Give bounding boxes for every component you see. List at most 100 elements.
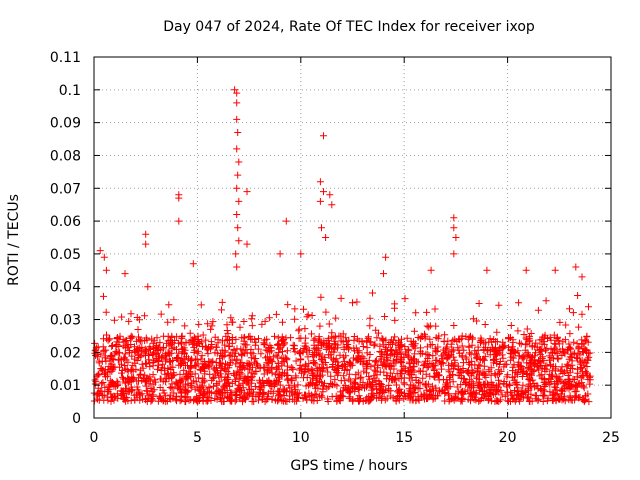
data-point bbox=[501, 392, 509, 400]
data-point bbox=[216, 393, 224, 401]
data-point bbox=[125, 317, 133, 325]
data-point bbox=[217, 359, 224, 367]
data-point bbox=[564, 379, 572, 387]
data-point bbox=[424, 355, 432, 362]
data-point bbox=[125, 375, 133, 383]
data-point bbox=[432, 384, 440, 392]
data-point bbox=[450, 396, 458, 404]
data-point bbox=[583, 349, 591, 357]
data-point bbox=[391, 376, 399, 384]
data-point bbox=[432, 322, 440, 330]
data-point bbox=[340, 372, 348, 380]
data-point bbox=[400, 395, 408, 403]
data-point-peak bbox=[233, 145, 241, 153]
data-point bbox=[238, 334, 246, 342]
data-point bbox=[133, 383, 141, 391]
data-point bbox=[198, 338, 206, 346]
data-point bbox=[141, 371, 149, 379]
data-point bbox=[373, 385, 380, 393]
data-point bbox=[442, 348, 450, 356]
data-point bbox=[525, 397, 533, 405]
data-point bbox=[391, 316, 399, 324]
data-point bbox=[291, 397, 299, 405]
data-point bbox=[203, 397, 211, 405]
data-point bbox=[112, 348, 120, 356]
data-point-peak bbox=[427, 266, 435, 274]
data-point bbox=[122, 337, 130, 345]
data-point bbox=[369, 289, 376, 297]
data-point bbox=[178, 348, 186, 356]
data-point bbox=[574, 369, 582, 377]
data-point bbox=[371, 340, 379, 348]
data-point bbox=[108, 342, 116, 350]
data-point bbox=[121, 350, 129, 358]
data-point bbox=[584, 390, 592, 398]
data-point bbox=[248, 322, 256, 330]
data-point bbox=[91, 339, 99, 347]
data-point bbox=[381, 362, 389, 370]
data-point bbox=[329, 381, 337, 389]
data-point bbox=[160, 332, 168, 340]
data-point bbox=[351, 378, 359, 386]
x-tick-label: 20 bbox=[499, 430, 517, 446]
y-tick-label: 0.06 bbox=[50, 214, 81, 230]
data-point bbox=[271, 332, 278, 340]
data-point bbox=[304, 353, 312, 361]
data-point bbox=[542, 297, 550, 305]
data-point bbox=[144, 394, 152, 402]
data-point bbox=[514, 361, 522, 369]
data-point bbox=[272, 310, 280, 318]
data-point bbox=[561, 397, 569, 405]
data-point bbox=[580, 384, 588, 392]
data-point bbox=[114, 394, 122, 402]
data-point bbox=[393, 348, 401, 356]
data-point bbox=[481, 390, 488, 398]
data-point bbox=[246, 365, 254, 373]
data-point bbox=[555, 340, 563, 348]
data-point bbox=[324, 336, 332, 344]
data-point-peak bbox=[235, 158, 243, 166]
data-point bbox=[156, 339, 164, 347]
data-point bbox=[386, 339, 394, 346]
data-point bbox=[233, 355, 241, 363]
data-point bbox=[265, 367, 273, 375]
data-point bbox=[441, 349, 449, 357]
data-point bbox=[451, 356, 459, 364]
data-point bbox=[423, 395, 430, 403]
data-point bbox=[205, 384, 213, 392]
data-point bbox=[567, 350, 575, 358]
data-point bbox=[370, 372, 378, 380]
data-point bbox=[198, 379, 206, 387]
data-point bbox=[391, 333, 399, 341]
data-point bbox=[359, 397, 367, 405]
data-point bbox=[373, 371, 381, 379]
data-point bbox=[237, 363, 245, 371]
data-point bbox=[185, 396, 193, 404]
y-tick-label: 0.09 bbox=[50, 116, 81, 132]
data-point bbox=[460, 375, 468, 383]
data-point bbox=[274, 359, 282, 367]
data-point bbox=[505, 334, 512, 342]
data-point bbox=[467, 350, 475, 358]
data-point bbox=[541, 381, 549, 389]
data-point bbox=[458, 332, 466, 340]
data-point bbox=[500, 363, 508, 371]
data-point bbox=[410, 385, 418, 393]
data-point bbox=[440, 338, 448, 346]
data-point bbox=[472, 354, 480, 362]
data-point-peak bbox=[382, 253, 390, 261]
data-point bbox=[380, 358, 388, 366]
data-point bbox=[307, 379, 314, 387]
data-point bbox=[394, 342, 402, 350]
data-point bbox=[546, 370, 554, 378]
data-point bbox=[561, 382, 569, 390]
data-point bbox=[141, 312, 149, 320]
data-point bbox=[565, 396, 573, 404]
data-point bbox=[491, 371, 499, 379]
data-point bbox=[507, 356, 515, 364]
data-point bbox=[188, 356, 196, 364]
data-point bbox=[437, 360, 445, 368]
data-point bbox=[582, 359, 590, 367]
data-point bbox=[397, 350, 405, 358]
data-point bbox=[309, 371, 317, 379]
